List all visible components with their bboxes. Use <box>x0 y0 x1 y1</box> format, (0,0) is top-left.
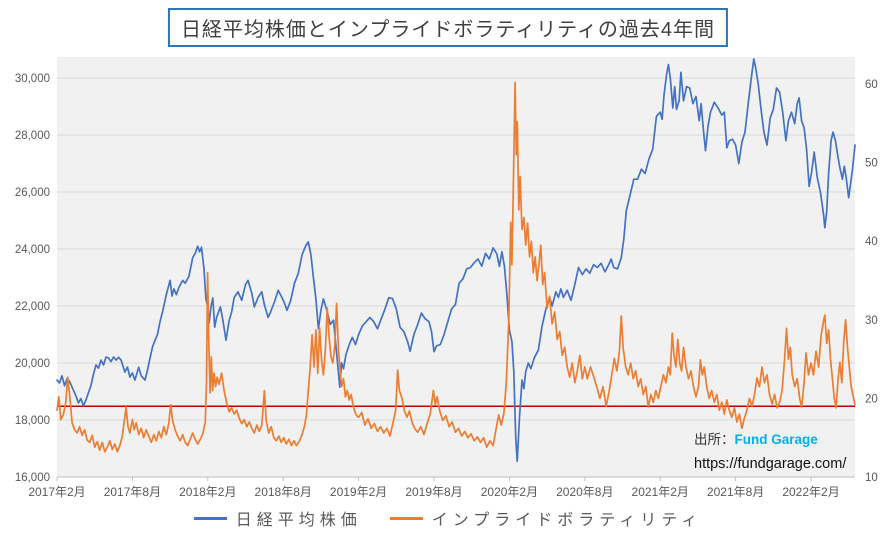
left-axis-tick: 30,000 <box>15 73 50 85</box>
right-axis-tick: 30 <box>865 315 878 327</box>
source-url: https://fundgarage.com/ <box>694 455 847 472</box>
x-axis-tick: 2021年8月 <box>707 485 764 499</box>
source-name: Fund Garage <box>734 432 818 447</box>
left-axis-tick: 28,000 <box>15 130 50 142</box>
x-axis-tick: 2020年2月 <box>481 485 538 499</box>
x-axis-tick: 2021年2月 <box>632 485 689 499</box>
legend-item-nikkei: 日経平均株価 <box>193 506 362 530</box>
left-axis-tick: 26,000 <box>15 187 50 199</box>
source-line: 出所：Fund Garage <box>694 428 846 453</box>
legend-item-iv: インプライドボラティリティ <box>389 506 703 530</box>
source-label: 出所： <box>694 432 735 447</box>
x-axis-tick: 2020年8月 <box>556 485 613 499</box>
right-axis-tick: 60 <box>865 79 878 91</box>
gridlines <box>57 77 855 421</box>
legend-label-nikkei: 日経平均株価 <box>235 512 362 529</box>
right-axis-tick: 40 <box>865 236 878 248</box>
series-lines <box>56 58 856 463</box>
left-axis-tick: 18,000 <box>15 415 50 427</box>
legend-label-iv: インプライドボラティリティ <box>431 512 703 529</box>
nikkei-line <box>56 58 856 463</box>
x-axis-tick: 2019年2月 <box>330 485 387 499</box>
left-axis-tick: 20,000 <box>15 358 50 370</box>
x-axis-tick: 2022年2月 <box>782 485 839 499</box>
x-axis-tick-labels: 2017年2月 2017年8月 2018年2月 2018年8月 2019年2月 2019年… <box>28 485 839 499</box>
iv-line-swatch <box>389 516 423 520</box>
left-axis-tick: 16,000 <box>15 472 50 484</box>
x-axis-tick: 2018年2月 <box>179 485 236 499</box>
right-axis-tick: 50 <box>865 158 878 170</box>
x-axis-tick: 2017年2月 <box>28 485 85 499</box>
right-axis-tick-labels: 10 20 30 40 50 60 <box>865 79 878 484</box>
chart-legend: 日経平均株価 インプライドボラティリティ <box>0 506 896 530</box>
x-axis-tick: 2018年8月 <box>255 485 312 499</box>
x-axis-tick: 2017年8月 <box>104 485 161 499</box>
source-note: 出所：Fund Garage https://fundgarage.com/ <box>694 428 846 475</box>
iv-line <box>56 81 856 453</box>
right-axis-tick: 20 <box>865 393 878 405</box>
right-axis-tick: 10 <box>865 472 878 484</box>
left-axis-tick: 24,000 <box>15 244 50 256</box>
left-axis-tick: 22,000 <box>15 301 50 313</box>
nikkei-line-swatch <box>193 516 227 520</box>
left-axis-tick-labels: 16,000 18,000 20,000 22,000 24,000 26,000 28,0… <box>15 73 50 484</box>
x-axis-tick: 2019年8月 <box>405 485 462 499</box>
chart-title: 日経平均株価とインプライドボラティリティの過去4年間 <box>167 8 729 47</box>
x-tick-marks <box>56 477 812 481</box>
